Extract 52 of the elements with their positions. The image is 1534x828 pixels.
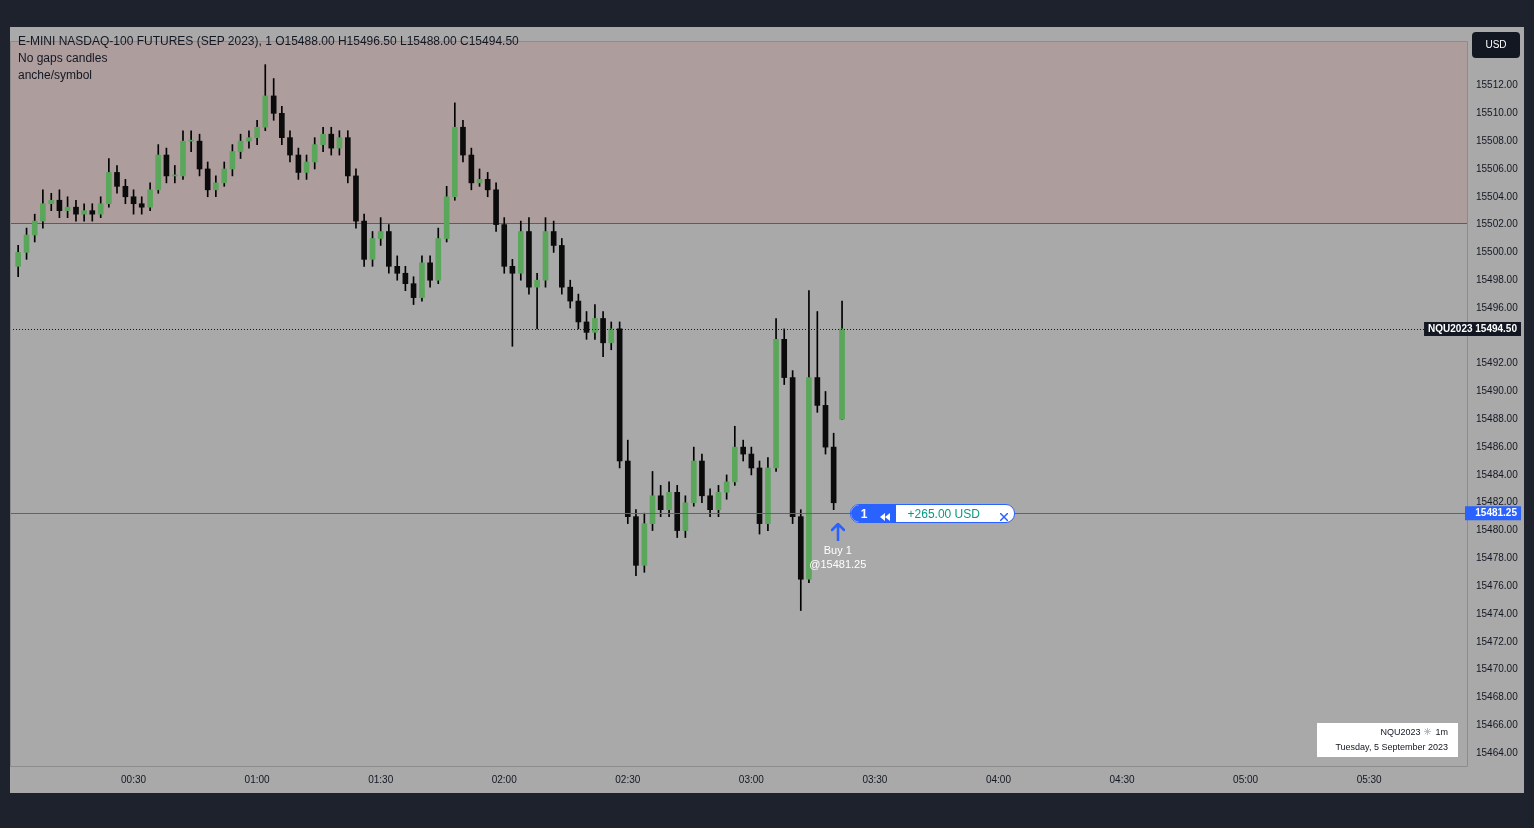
x-tick-label: 03:30 — [862, 773, 888, 785]
x-tick-label: 04:30 — [1109, 773, 1135, 785]
x-tick-label: 00:30 — [121, 773, 147, 785]
x-tick-label: 01:00 — [244, 773, 271, 785]
candlestick — [246, 130, 252, 149]
y-tick-label: 15508.00 — [1476, 134, 1519, 146]
y-tick-label: 15476.00 — [1476, 579, 1519, 591]
y-tick-label: 15472.00 — [1476, 635, 1519, 647]
x-tick-label: 03:00 — [738, 773, 765, 785]
order-panel: 1 +265.00 USD — [849, 504, 1015, 524]
y-tick-label: 15490.00 — [1476, 385, 1519, 397]
y-tick-label: 15512.00 — [1476, 79, 1519, 91]
y-tick-label: 15510.00 — [1476, 107, 1519, 119]
y-tick-label: 15498.00 — [1476, 273, 1519, 285]
annotation: anche/symbol — [18, 68, 93, 82]
x-tick-label: 02:00 — [491, 773, 518, 785]
y-tick-label: 15486.00 — [1476, 440, 1519, 452]
annotation: No gaps candles — [18, 51, 108, 65]
annotation: +265.00 USD — [907, 506, 980, 521]
ref-line-label: NQU2023 15494.50 — [1428, 322, 1518, 334]
text: USD — [1472, 32, 1520, 58]
x-tick-label: 01:30 — [368, 773, 394, 785]
chart-title: E-MINI NASDAQ-100 FUTURES (SEP 2023), 1 O15488.00 H15496.50 L15488.00 C15494.50 — [18, 34, 519, 48]
x-tick-label: 05:30 — [1356, 773, 1383, 785]
y-tick-label: 15474.00 — [1476, 607, 1519, 619]
y-tick-label: 15470.00 — [1476, 663, 1519, 675]
y-tick-label: 15478.00 — [1476, 552, 1519, 564]
y-tick-label: 15482.00 — [1476, 496, 1519, 508]
annotation: NQU2023 — [1380, 727, 1421, 737]
x-tick-label: 05:00 — [1233, 773, 1259, 785]
y-tick-label: 15466.00 — [1476, 719, 1519, 731]
x-tick-label: 02:30 — [615, 773, 641, 785]
y-tick-label: 15468.00 — [1476, 691, 1519, 703]
annotation: 1m — [1435, 727, 1448, 737]
candlestick — [534, 272, 540, 330]
ref-line-label: 15481.25 — [1475, 506, 1518, 518]
x-tick-label: 04:00 — [985, 773, 1012, 785]
candlestick — [89, 203, 96, 222]
y-tick-label: 15502.00 — [1476, 218, 1519, 230]
y-tick-label: 15496.00 — [1476, 301, 1519, 313]
y-tick-label: 15480.00 — [1476, 524, 1519, 536]
y-tick-label: 15492.00 — [1476, 357, 1519, 369]
annotation: 1 — [860, 506, 868, 521]
candlestick — [48, 192, 55, 212]
y-tick-label: 15504.00 — [1476, 190, 1519, 202]
y-tick-label: 15484.00 — [1476, 468, 1519, 480]
y-tick-label: 15506.00 — [1476, 162, 1519, 174]
annotation: Tuesday, 5 September 2023 — [1335, 742, 1448, 752]
y-tick-label: 15500.00 — [1476, 246, 1519, 258]
y-tick-label: 15488.00 — [1476, 413, 1519, 425]
y-tick-label: 15464.00 — [1476, 746, 1519, 758]
candlestick — [81, 203, 87, 222]
